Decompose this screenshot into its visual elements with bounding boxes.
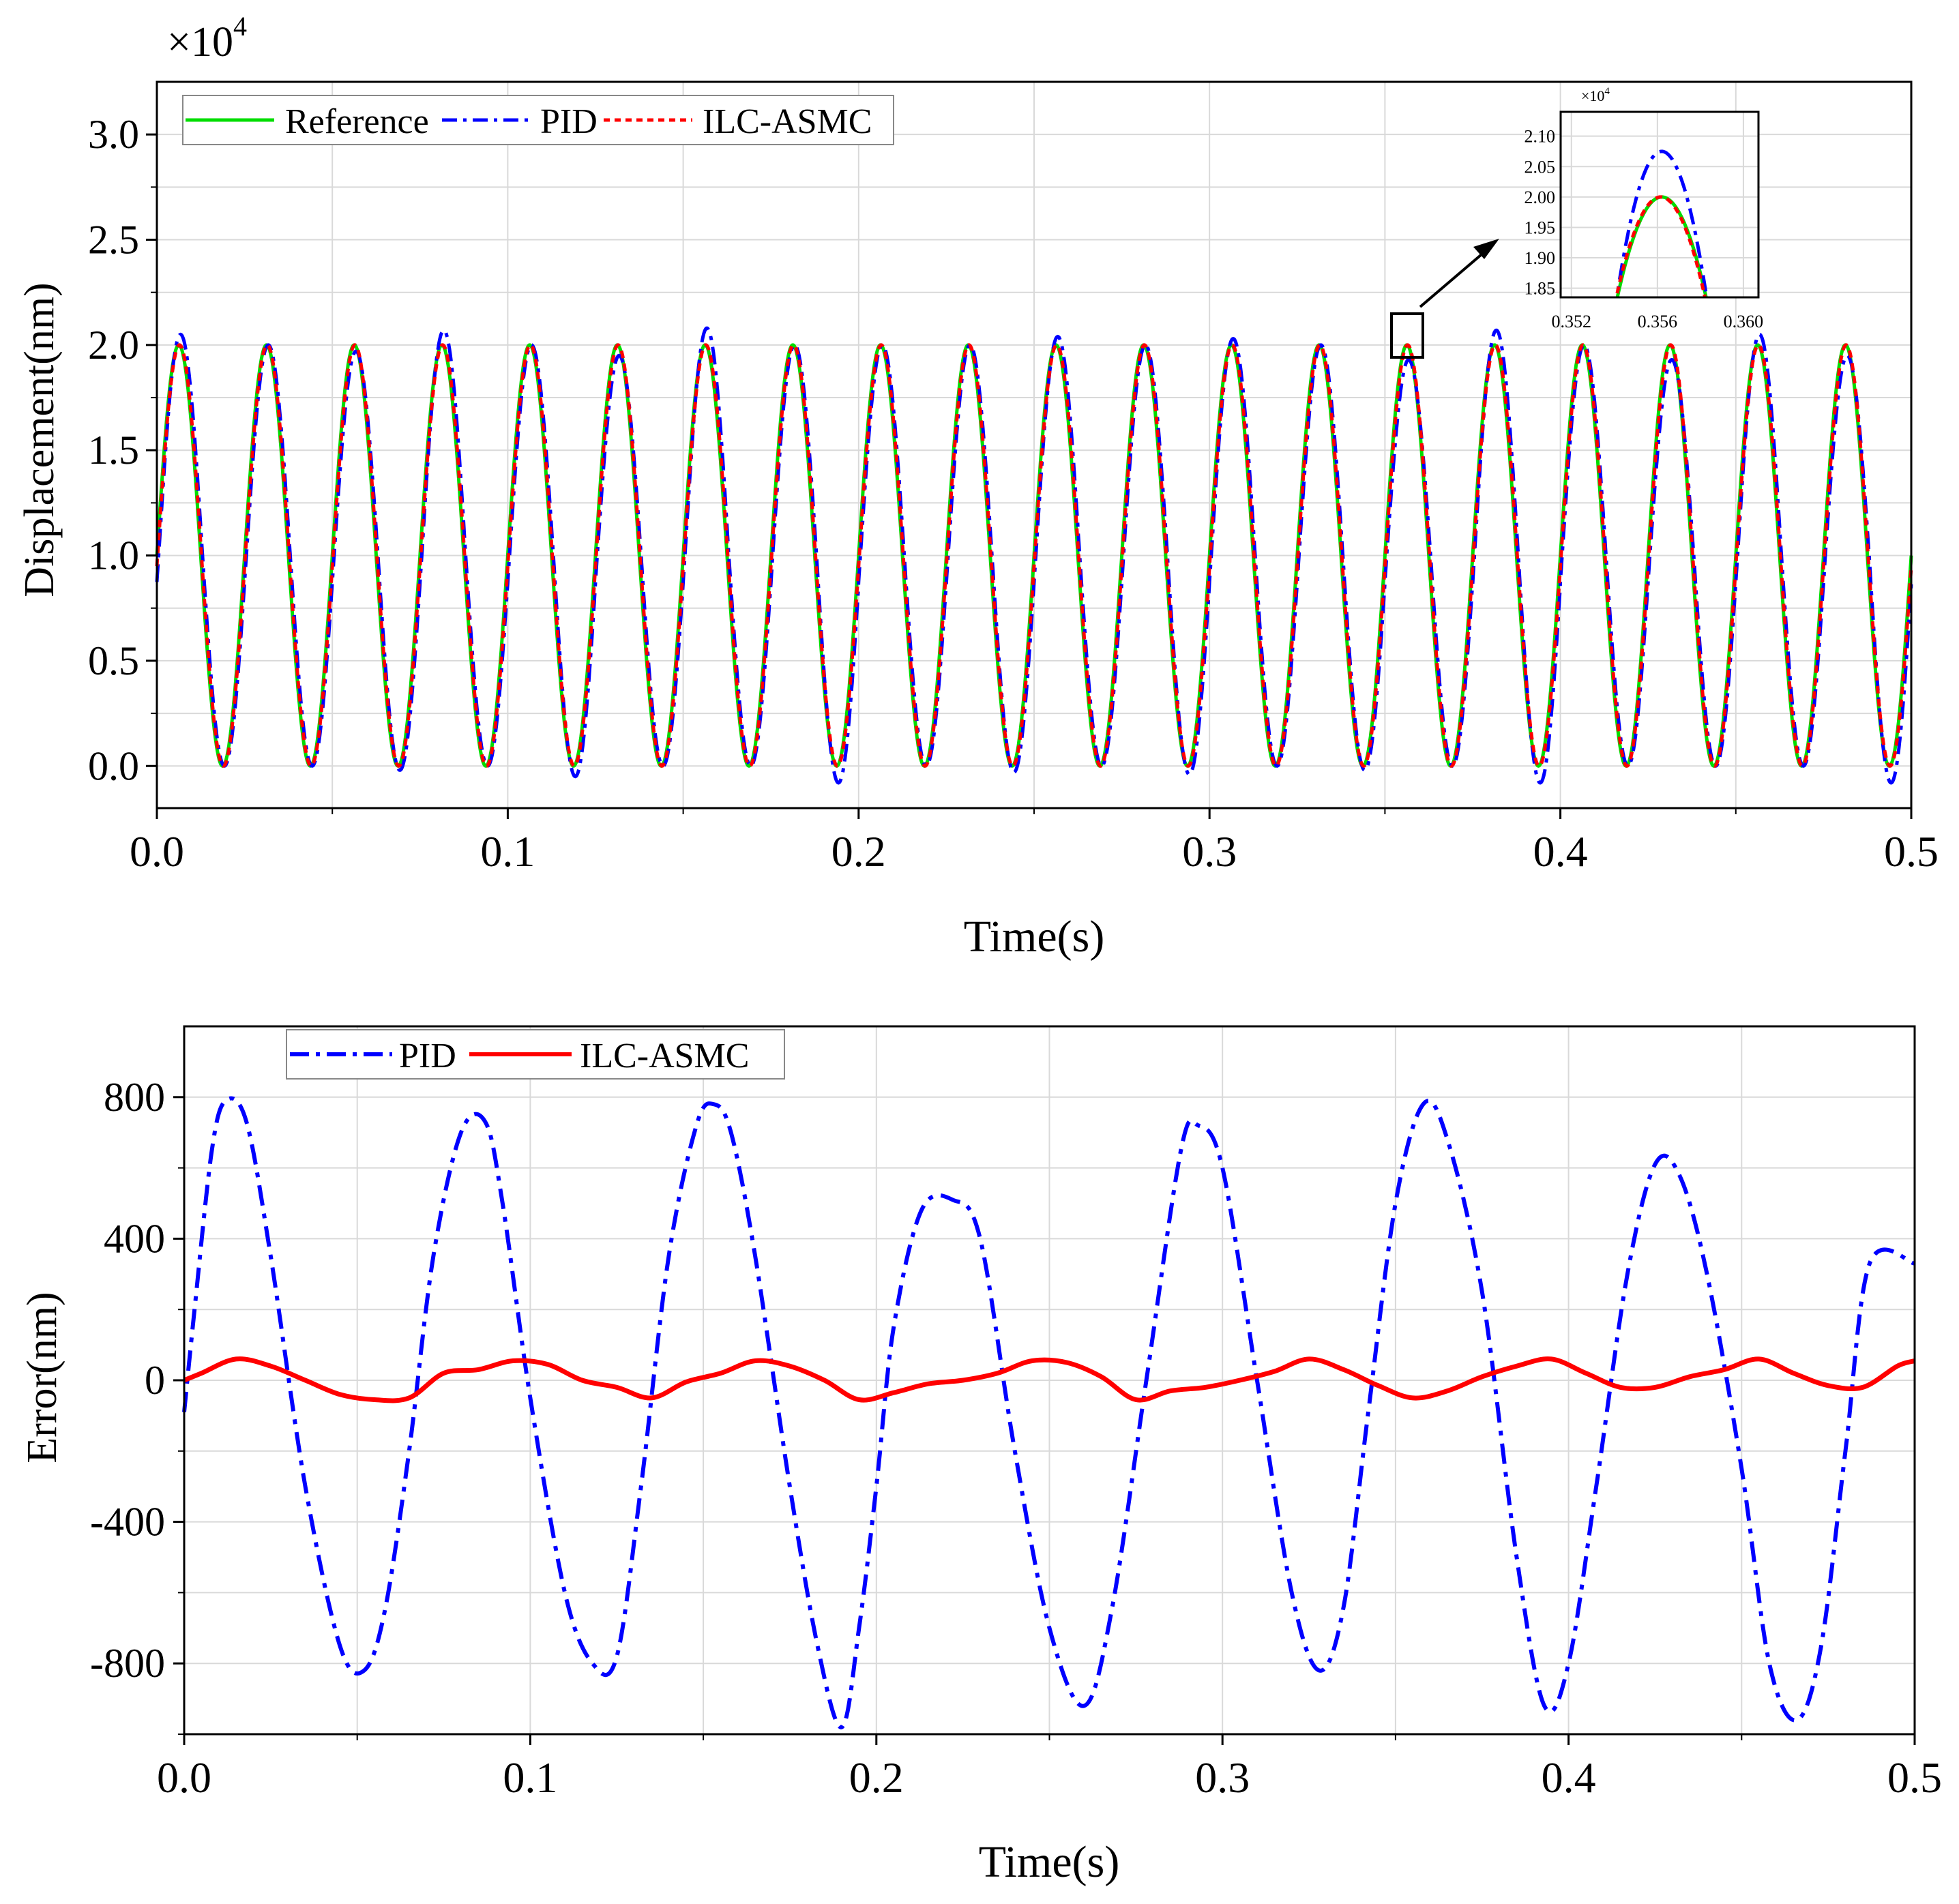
top-x-tick-label: 0.1 bbox=[480, 827, 535, 876]
legend-ilc-asmc-label: ILC-ASMC bbox=[703, 102, 872, 141]
top-legend: Reference PID ILC-ASMC bbox=[182, 95, 894, 145]
zoom-inset: 1.851.901.952.002.052.100.352 0.356 0.360 … bbox=[1525, 86, 1764, 331]
top-x-tick-label: 0.0 bbox=[130, 827, 184, 876]
displacement-chart: 0.00.51.01.52.02.53.00.0 0.1 0.2 0.3 0.4 0.5 … bbox=[16, 11, 1939, 962]
bottom-x-tick-label: 0.2 bbox=[849, 1753, 904, 1802]
inset-frame bbox=[1559, 110, 1760, 299]
inset-y-tick-label: 2.10 bbox=[1525, 127, 1556, 147]
top-x-axis-label: Time(s) bbox=[964, 912, 1105, 962]
top-y-tick-label: 1.5 bbox=[88, 428, 139, 473]
bottom-ticks: -800 -400 0 400 800 0.0 0.1 0.2 0.3 0.4 0.5 bbox=[90, 1075, 1942, 1802]
top-y-axis-label: Displacement(nm) bbox=[16, 282, 63, 597]
inset-series-ilc-asmc bbox=[1614, 195, 1707, 297]
top-y-tick-label: 0.0 bbox=[88, 743, 139, 788]
top-x-tick-label: 0.2 bbox=[831, 827, 886, 876]
inset-y-tick-label: 2.00 bbox=[1525, 188, 1556, 207]
inset-y-tick-label: 1.95 bbox=[1525, 218, 1556, 237]
inset-x-tick-label: 0.360 bbox=[1724, 312, 1764, 331]
bottom-x-tick-label: 0.1 bbox=[503, 1753, 557, 1802]
top-series-lines bbox=[155, 326, 1913, 785]
top-y-tick-label: 2.5 bbox=[88, 218, 139, 263]
bottom-x-axis-label: Time(s) bbox=[979, 1837, 1120, 1887]
bottom-y-tick-label: -400 bbox=[90, 1500, 165, 1545]
inset-x-tick-label: 0.352 bbox=[1552, 312, 1592, 331]
top-legend-box bbox=[182, 95, 894, 145]
error-chart: -800 -400 0 400 800 0.0 0.1 0.2 0.3 0.4 0.5 Error(… bbox=[19, 1025, 1942, 1887]
top-y-tick-label: 1.0 bbox=[88, 533, 139, 578]
bottom-y-axis-label: Error(nm) bbox=[19, 1292, 65, 1463]
top-y-multiplier: ×104 bbox=[167, 11, 247, 65]
top-y-tick-label: 3.0 bbox=[88, 112, 139, 157]
inset-y-tick-label: 1.90 bbox=[1525, 248, 1556, 268]
zoom-arrow-line bbox=[1419, 250, 1487, 308]
top-x-tick-label: 0.5 bbox=[1884, 827, 1939, 876]
top-y-tick-label: 0.5 bbox=[88, 638, 139, 683]
legend-ilc-asmc-error-label: ILC-ASMC bbox=[580, 1037, 749, 1075]
legend-pid-error-label: PID bbox=[399, 1037, 456, 1075]
legend-reference-label: Reference bbox=[285, 102, 429, 141]
bottom-y-tick-label: 800 bbox=[104, 1075, 165, 1120]
top-x-tick-label: 0.3 bbox=[1182, 827, 1237, 876]
bottom-series-pid bbox=[182, 1096, 1915, 1729]
bottom-x-tick-label: 0.3 bbox=[1195, 1753, 1250, 1802]
inset-y-tick-label: 2.05 bbox=[1525, 157, 1556, 177]
inset-y-multiplier: ×104 bbox=[1581, 86, 1610, 104]
bottom-y-tick-label: 400 bbox=[104, 1216, 165, 1261]
legend-pid-label: PID bbox=[540, 102, 598, 141]
inset-series-lines bbox=[1614, 149, 1709, 297]
top-y-tick-label: 2.0 bbox=[88, 323, 139, 368]
bottom-y-tick-label: -800 bbox=[90, 1641, 165, 1686]
bottom-x-tick-label: 0.5 bbox=[1887, 1753, 1942, 1802]
inset-background bbox=[1561, 112, 1758, 297]
zoom-region-box bbox=[1390, 312, 1424, 359]
bottom-y-tick-label: 0 bbox=[145, 1358, 165, 1403]
top-ticks: 0.0 0.5 1.0 1.5 2.0 2.5 3.0 0.0 0.1 0.2 0.3 0.4 0.5 bbox=[88, 112, 1939, 876]
bottom-x-tick-label: 0.0 bbox=[157, 1753, 211, 1802]
top-x-tick-label: 0.4 bbox=[1533, 827, 1588, 876]
bottom-series-ilc-asmc bbox=[183, 1356, 1916, 1403]
zoom-arrowhead bbox=[1473, 239, 1499, 259]
inset-x-tick-label: 0.356 bbox=[1638, 312, 1678, 331]
bottom-x-tick-label: 0.4 bbox=[1542, 1753, 1596, 1802]
inset-ticks: 1.85 1.90 1.95 2.00 2.05 2.10 0.352 0.356 0.360 bbox=[1525, 127, 1764, 331]
bottom-legend: PID ILC-ASMC bbox=[286, 1029, 785, 1080]
inset-y-tick-label: 1.85 bbox=[1525, 279, 1556, 299]
bottom-series-lines bbox=[182, 1096, 1916, 1729]
top-series-ilc-asmc bbox=[155, 343, 1913, 768]
